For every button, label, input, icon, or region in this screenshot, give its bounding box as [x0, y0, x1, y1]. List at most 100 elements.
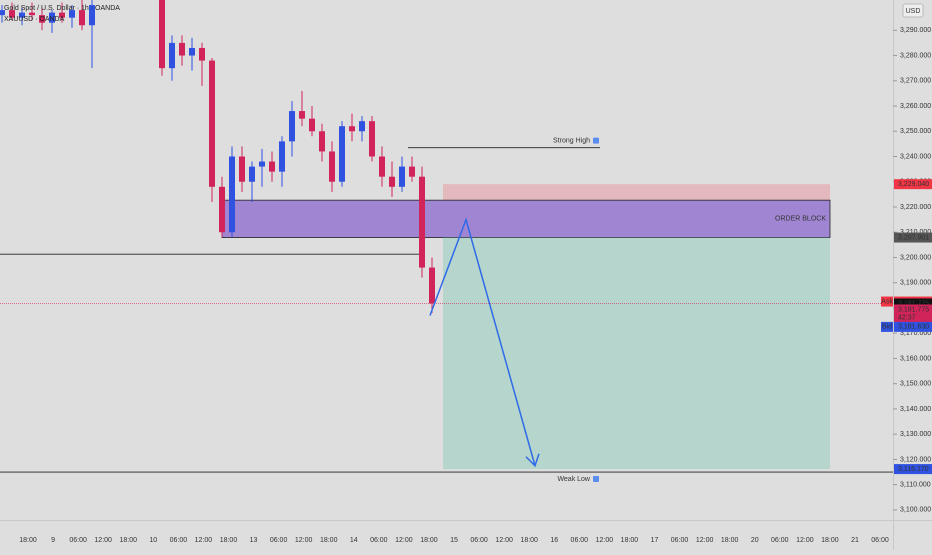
- candle-body: [289, 111, 295, 142]
- y-tick-label: 3,200.000: [900, 254, 931, 261]
- level-label: Strong High: [553, 138, 590, 145]
- x-tick-label: 12:00: [295, 537, 313, 544]
- x-tick-label: 14: [350, 537, 358, 544]
- candle-body: [89, 5, 95, 26]
- x-tick-label: 18:00: [621, 537, 639, 544]
- candle-body: [229, 156, 235, 233]
- price-label-countdown: 42:37: [898, 314, 916, 321]
- y-tick-label: 3,240.000: [900, 153, 931, 160]
- candle-body: [199, 47, 205, 61]
- price-label-box: [894, 304, 932, 323]
- zone: [443, 237, 830, 470]
- candle-body: [59, 12, 65, 18]
- y-tick-label: 3,120.000: [900, 456, 931, 463]
- chart-title: Gold Spot / U.S. Dollar · 1h · OANDA: [4, 5, 120, 12]
- x-tick-label: 18:00: [821, 537, 839, 544]
- x-tick-label: 20: [751, 537, 759, 544]
- level-label: Weak Low: [557, 476, 590, 483]
- x-tick-label: 12:00: [596, 537, 614, 544]
- price-label: 3,181.775: [898, 306, 929, 313]
- candle-body: [9, 10, 15, 18]
- y-tick-label: 3,170.000: [900, 330, 931, 337]
- candle-body: [0, 10, 5, 16]
- x-tick-label: 18:00: [119, 537, 137, 544]
- price-label: 3,207.901: [898, 234, 929, 241]
- x-tick-label: 13: [250, 537, 258, 544]
- y-tick-label: 3,290.000: [900, 27, 931, 34]
- x-tick-label: 12:00: [495, 537, 513, 544]
- price-tag-box: [881, 321, 893, 332]
- candle-body: [429, 267, 435, 304]
- candle-body: [359, 121, 365, 132]
- price-tag: Bid: [882, 324, 892, 331]
- x-tick-label: 06:00: [771, 537, 789, 544]
- y-tick-label: 3,110.000: [900, 482, 931, 489]
- candle-body: [319, 131, 325, 152]
- candle-body: [49, 12, 55, 23]
- candle-body: [29, 12, 35, 16]
- price-label: 3,229.040: [898, 181, 929, 188]
- candle-body: [279, 141, 285, 172]
- y-tick-label: 3,100.000: [900, 507, 931, 514]
- candle-body: [219, 186, 225, 233]
- x-tick-label: 12:00: [395, 537, 413, 544]
- price-label: 3,116.170: [898, 466, 929, 473]
- y-tick-label: 3,160.000: [900, 355, 931, 362]
- candle-body: [39, 15, 45, 23]
- candle-body: [209, 60, 215, 187]
- x-tick-label: 18:00: [19, 537, 37, 544]
- x-tick-label: 06:00: [69, 537, 87, 544]
- x-tick-label: 12:00: [796, 537, 814, 544]
- currency-box[interactable]: [902, 3, 924, 18]
- y-tick-label: 3,140.000: [900, 406, 931, 413]
- candle-body: [379, 156, 385, 177]
- plot: ORDER BLOCK Strong High Weak Low: [0, 0, 893, 483]
- candle-body: [399, 166, 405, 187]
- x-tick-label: 18:00: [420, 537, 438, 544]
- x-tick-label: 10: [149, 537, 157, 544]
- zone-label: ORDER BLOCK: [775, 216, 826, 223]
- candle-body: [79, 10, 85, 26]
- candle-body: [389, 176, 395, 187]
- x-tick-label: 06:00: [470, 537, 488, 544]
- x-tick-label: 17: [651, 537, 659, 544]
- x-tick-label: 18:00: [220, 537, 238, 544]
- x-tick-label: 06:00: [571, 537, 589, 544]
- chart-subtitle: XAUUSD · OANDA: [4, 16, 65, 23]
- y-tick-label: 3,190.000: [900, 280, 931, 287]
- x-tick-label: 12:00: [195, 537, 213, 544]
- candle-body: [309, 118, 315, 132]
- y-tick-label: 3,270.000: [900, 78, 931, 85]
- price-label-box: [894, 321, 932, 332]
- candle-body: [419, 176, 425, 268]
- candle-body: [19, 12, 25, 18]
- candle-body: [249, 166, 255, 182]
- x-tick-label: 18:00: [721, 537, 739, 544]
- candle-body: [189, 47, 195, 56]
- candle-body: [269, 161, 275, 172]
- price-label-box: [894, 232, 932, 243]
- plot-area: [0, 0, 893, 520]
- x-tick-label: 9: [51, 537, 55, 544]
- y-tick-label: 3,220.000: [900, 204, 931, 211]
- price-tag: Ask: [881, 298, 893, 305]
- candle-body: [339, 126, 345, 182]
- candle-body: [179, 42, 185, 56]
- x-tick-label: 06:00: [370, 537, 388, 544]
- level-icon: [593, 137, 599, 144]
- candle-body: [349, 126, 355, 132]
- price-tag-box: [881, 296, 893, 307]
- x-tick-label: 12:00: [94, 537, 112, 544]
- y-tick-label: 3,130.000: [900, 431, 931, 438]
- candle-body: [409, 166, 415, 177]
- zone: [221, 199, 831, 238]
- x-tick-label: 06:00: [170, 537, 188, 544]
- currency[interactable]: USD: [906, 8, 921, 15]
- candle-body: [299, 111, 305, 119]
- candle-body: [239, 156, 245, 182]
- candle-body: [369, 121, 375, 157]
- x-tick-label: 18:00: [520, 537, 538, 544]
- price-label-box: [894, 179, 932, 190]
- zone: [443, 184, 830, 201]
